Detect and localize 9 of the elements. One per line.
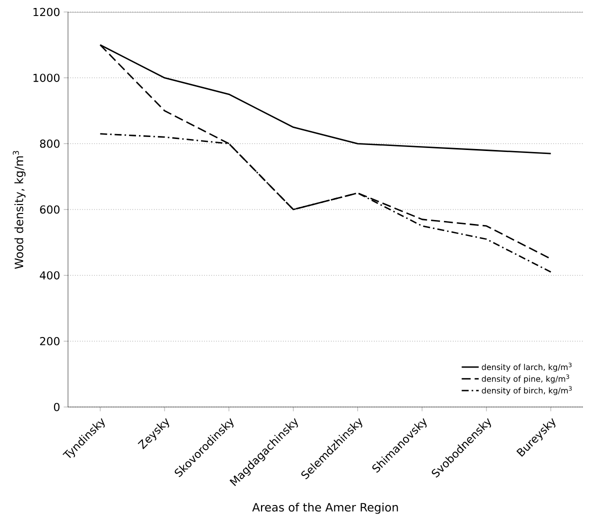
y-tick-label: 0 [54, 402, 60, 412]
y-tick-label: 800 [40, 140, 60, 148]
y-tick-label: 1200 [34, 8, 60, 16]
y-tick-label: 200 [40, 337, 60, 346]
y-tick-label: 1000 [34, 74, 60, 82]
y-tick-label: 400 [40, 271, 60, 280]
x-axis-title: Areas of the Amer Region [252, 502, 398, 514]
y-tick-label: 600 [40, 205, 60, 214]
y-axis-title: Wood density, kg/m$^{3}$ [12, 150, 26, 269]
